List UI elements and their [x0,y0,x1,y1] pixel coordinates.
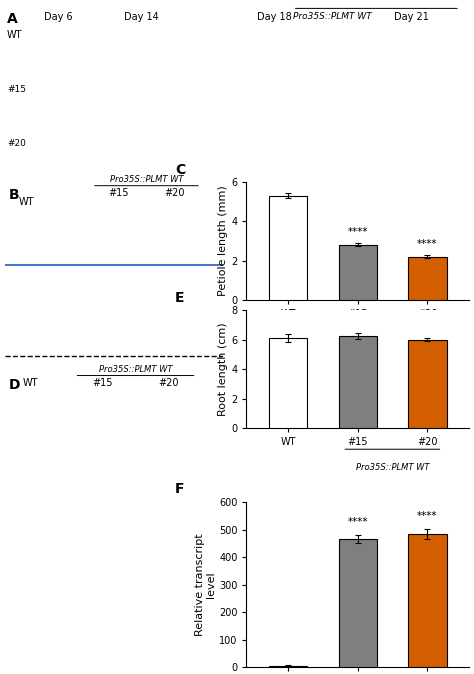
Text: Day 18: Day 18 [257,11,292,22]
Y-axis label: Petiole length (mm): Petiole length (mm) [219,185,228,297]
Text: C: C [175,163,185,177]
Text: Pro35S::PLMT WT: Pro35S::PLMT WT [356,464,429,472]
Text: ****: **** [347,227,368,237]
Bar [339,245,377,300]
Text: WT: WT [7,30,23,40]
Bar [339,539,377,667]
Text: WT: WT [19,197,34,207]
Text: Day 6: Day 6 [44,11,73,22]
Text: #15: #15 [92,379,113,388]
Text: WT: WT [23,379,39,388]
Text: ****: **** [347,517,368,527]
Text: Day 21: Day 21 [394,11,428,22]
Text: #15: #15 [7,85,26,94]
Bar [269,195,308,300]
Y-axis label: Relative transcript
level: Relative transcript level [194,533,216,636]
Text: #15: #15 [108,187,128,197]
Bar [269,666,308,667]
Text: E: E [175,291,185,305]
Text: Day 14: Day 14 [124,11,159,22]
Text: #20: #20 [158,379,179,388]
Text: Pro35S::PLMT WT: Pro35S::PLMT WT [293,11,372,21]
Text: B: B [9,187,20,202]
Text: A: A [7,11,18,26]
Text: ****: **** [417,239,438,249]
Bar [408,257,447,300]
Bar [408,340,447,428]
Y-axis label: Root length (cm): Root length (cm) [219,322,228,416]
Text: #20: #20 [7,140,26,148]
Text: F: F [175,481,185,495]
Text: Pro35S::PLMT WT: Pro35S::PLMT WT [109,175,183,184]
Text: Pro35S::PLMT WT: Pro35S::PLMT WT [356,335,429,344]
Text: ****: **** [417,511,438,520]
Text: Pro35S::PLMT WT: Pro35S::PLMT WT [99,365,173,374]
Bar [339,336,377,428]
Text: D: D [9,379,20,392]
Text: #20: #20 [164,187,185,197]
Bar [269,338,308,428]
Bar [408,534,447,667]
